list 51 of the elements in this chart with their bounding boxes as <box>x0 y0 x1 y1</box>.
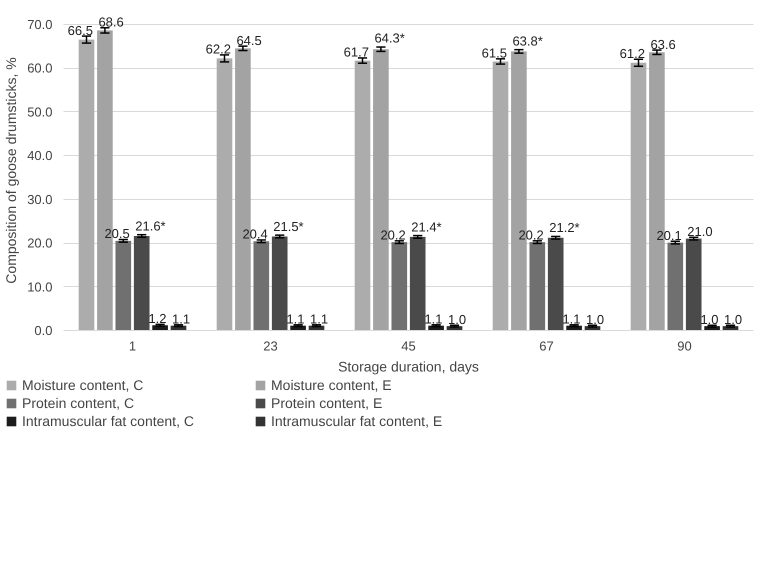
data-label: 21.6* <box>135 218 166 234</box>
data-label: 61.5 <box>482 46 507 61</box>
data-label: 1.0 <box>448 312 466 327</box>
data-label: 64.5 <box>236 32 262 48</box>
data-label: 62.2 <box>206 42 231 57</box>
data-label: 20.2 <box>518 228 544 243</box>
y-tick-label: 30.0 <box>27 192 53 207</box>
legend-label: Moisture content, E <box>271 377 393 393</box>
data-label: 63.6 <box>650 36 676 52</box>
data-label: 1.0 <box>700 312 719 327</box>
y-tick-label: 10.0 <box>27 279 53 294</box>
data-label: 21.0 <box>687 224 713 240</box>
x-tick-label: 23 <box>263 338 278 354</box>
data-label: 1.0 <box>724 312 742 327</box>
x-tick-label: 67 <box>539 338 554 354</box>
legend-label: Moisture content, C <box>22 377 144 393</box>
legend-label: Intramuscular fat content, C <box>22 413 195 429</box>
legend-label: Protein content, E <box>271 395 384 411</box>
data-label: 1.1 <box>310 312 328 326</box>
x-tick-label: 1 <box>128 338 136 354</box>
y-tick-label: 50.0 <box>27 104 53 120</box>
data-label: 21.5* <box>273 218 304 234</box>
data-label: 1.1 <box>424 312 443 326</box>
data-label: 1.1 <box>286 312 305 326</box>
data-label: 20.5 <box>104 226 130 242</box>
data-label: 68.6 <box>98 14 124 30</box>
data-label: 21.2* <box>549 220 580 236</box>
data-label: 1.1 <box>172 312 190 326</box>
y-tick-label: 20.0 <box>27 236 53 251</box>
legend-label: Intramuscular fat content, E <box>271 413 444 429</box>
y-tick-label: 40.0 <box>27 148 53 164</box>
y-axis-title: Composition of goose drumsticks, % <box>3 57 20 284</box>
y-tick-label: 70.0 <box>27 16 53 32</box>
data-label: 61.2 <box>620 46 645 61</box>
legend-label: Protein content, C <box>22 395 136 411</box>
data-label: 66.5 <box>68 22 93 38</box>
data-label: 1.1 <box>562 312 581 326</box>
data-label: 63.8* <box>512 33 543 48</box>
data-label: 64.3* <box>374 30 405 46</box>
data-label: 1.0 <box>586 312 604 327</box>
y-tick-label: 60.0 <box>27 60 53 76</box>
data-label: 1.2 <box>148 311 167 326</box>
data-label: 20.4 <box>242 226 268 242</box>
x-tick-label: 45 <box>401 338 416 354</box>
x-tick-label: 90 <box>677 338 692 354</box>
data-label: 21.4* <box>411 219 442 234</box>
data-label: 61.7 <box>344 44 369 60</box>
data-label: 20.2 <box>380 228 406 243</box>
data-label: 20.1 <box>656 228 682 243</box>
y-tick-label: 0.0 <box>34 323 53 338</box>
x-axis-title: Storage duration, days <box>338 358 479 374</box>
